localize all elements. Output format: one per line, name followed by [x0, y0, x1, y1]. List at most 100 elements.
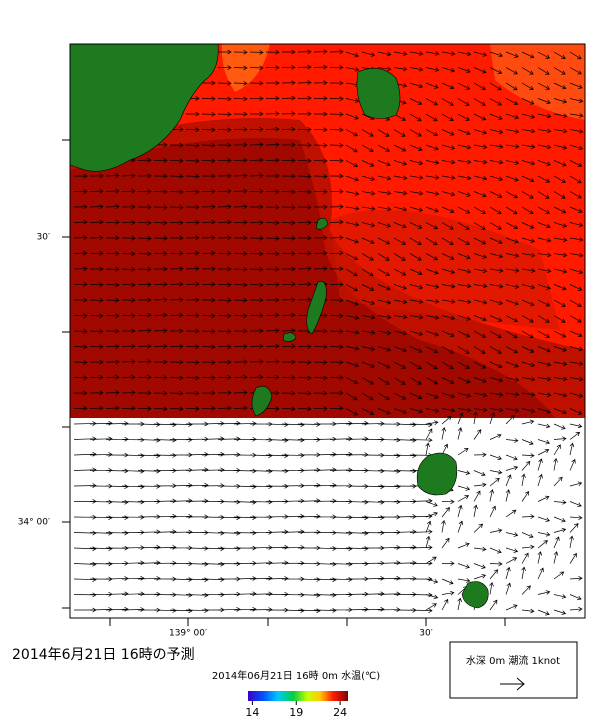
- arrow: [265, 220, 280, 226]
- arrow: [457, 283, 472, 289]
- arrow: [233, 204, 248, 210]
- arrow: [137, 422, 161, 427]
- arrow: [217, 173, 232, 179]
- arrow: [297, 250, 312, 256]
- arrow: [185, 328, 200, 334]
- arrow: [137, 437, 161, 443]
- arrow: [377, 575, 401, 581]
- axis-ticks: [62, 139, 506, 626]
- arrow: [169, 204, 184, 210]
- arrow: [473, 573, 487, 580]
- arrow: [121, 204, 136, 210]
- arrow: [393, 330, 408, 336]
- arrow: [393, 453, 417, 459]
- arrow: [441, 144, 456, 150]
- arrow: [233, 484, 257, 490]
- arrow: [329, 313, 344, 319]
- title: 2014年6月21日 16時の予測: [12, 647, 195, 663]
- arrow: [313, 266, 328, 271]
- arrow: [537, 448, 550, 456]
- arrow: [121, 188, 136, 194]
- arrow: [249, 204, 264, 210]
- arrow: [201, 436, 225, 442]
- arrow: [73, 592, 97, 598]
- arrow: [361, 222, 376, 228]
- arrow: [265, 560, 289, 566]
- arrow: [89, 313, 104, 319]
- arrow: [537, 458, 543, 471]
- arrow: [329, 80, 344, 86]
- arrow: [201, 111, 216, 117]
- arrow: [441, 427, 447, 440]
- arrow: [489, 237, 503, 245]
- arrow: [441, 520, 446, 533]
- arrow: [201, 266, 216, 272]
- arrow: [201, 313, 216, 319]
- arrow: [361, 144, 374, 153]
- arrow: [425, 284, 440, 289]
- arrow: [441, 175, 456, 180]
- arrow: [489, 547, 502, 554]
- arrow: [473, 563, 486, 569]
- arrow: [297, 80, 312, 85]
- arrow: [553, 330, 567, 338]
- arrow: [521, 566, 526, 580]
- arrow: [185, 220, 200, 225]
- arrow: [345, 436, 369, 442]
- arrow: [249, 157, 264, 163]
- arrow: [281, 281, 296, 287]
- arrow: [185, 406, 200, 412]
- arrow: [473, 222, 486, 230]
- arrow: [217, 158, 232, 163]
- arrow: [409, 98, 423, 105]
- arrow: [473, 523, 484, 533]
- arrow: [297, 391, 312, 396]
- arrow: [377, 268, 390, 276]
- arrow: [553, 609, 567, 615]
- arrow: [537, 51, 551, 59]
- arrow: [249, 142, 264, 148]
- arrow: [249, 359, 264, 364]
- arrow: [345, 346, 360, 351]
- arrow: [553, 144, 568, 150]
- arrow: [441, 377, 455, 384]
- arrow: [105, 188, 120, 194]
- arrow: [233, 313, 248, 319]
- arrow: [185, 297, 200, 303]
- arrow: [361, 175, 376, 182]
- arrow: [409, 299, 424, 304]
- arrow: [73, 546, 97, 552]
- arrow: [521, 252, 536, 258]
- arrow: [473, 253, 487, 259]
- arrow: [89, 250, 104, 256]
- arrow: [361, 284, 375, 291]
- arrow: [329, 219, 344, 225]
- arrow: [361, 591, 385, 597]
- arrow: [377, 129, 390, 137]
- arrow: [137, 468, 161, 474]
- colorbar-tick-label: 24: [333, 706, 347, 719]
- arrow: [73, 266, 88, 272]
- arrow: [473, 129, 488, 135]
- arrow: [233, 111, 248, 117]
- arrow: [153, 251, 168, 257]
- arrow: [217, 344, 232, 350]
- arrow: [345, 206, 360, 211]
- arrow: [297, 220, 312, 226]
- arrow: [185, 204, 200, 210]
- arrow: [265, 576, 289, 581]
- arrow: [377, 468, 401, 474]
- arrow: [169, 592, 193, 598]
- arrow: [457, 485, 471, 491]
- arrow: [121, 468, 145, 474]
- arrow: [265, 468, 289, 474]
- arrow: [233, 530, 257, 536]
- arrow: [265, 204, 280, 210]
- arrow: [377, 66, 392, 72]
- arrow: [409, 498, 433, 504]
- arrow: [569, 67, 582, 75]
- arrow: [553, 284, 567, 291]
- arrow: [329, 127, 344, 133]
- arrow: [361, 499, 385, 505]
- arrow: [393, 175, 408, 181]
